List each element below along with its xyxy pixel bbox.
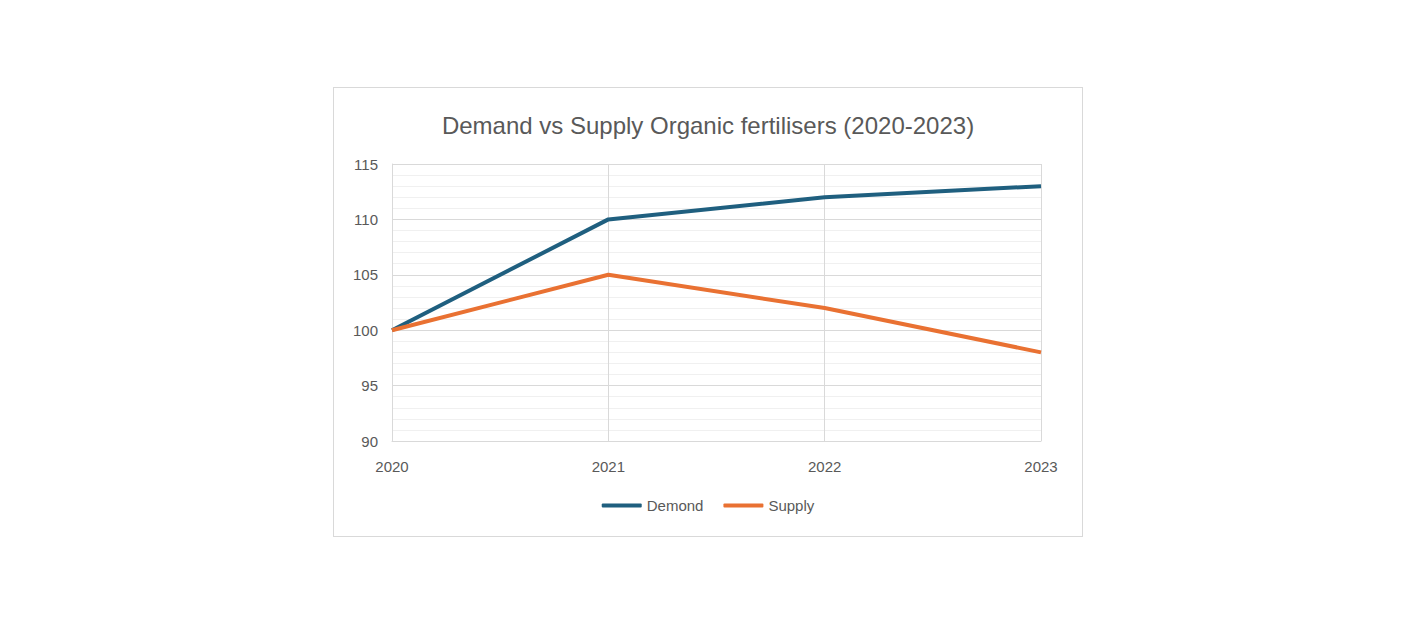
svg-text:115: 115	[354, 156, 378, 173]
svg-text:95: 95	[361, 377, 378, 394]
svg-text:90: 90	[361, 433, 378, 450]
svg-text:Demand vs Supply Organic ferti: Demand vs Supply Organic fertilisers (20…	[442, 112, 974, 139]
svg-text:Supply: Supply	[768, 497, 814, 514]
svg-text:2021: 2021	[592, 458, 625, 475]
svg-text:110: 110	[354, 211, 378, 228]
svg-text:2022: 2022	[808, 458, 841, 475]
svg-text:2020: 2020	[375, 458, 408, 475]
svg-text:2023: 2023	[1024, 458, 1057, 475]
svg-text:105: 105	[353, 266, 378, 283]
svg-text:Demond: Demond	[647, 497, 704, 514]
svg-text:100: 100	[353, 322, 378, 339]
